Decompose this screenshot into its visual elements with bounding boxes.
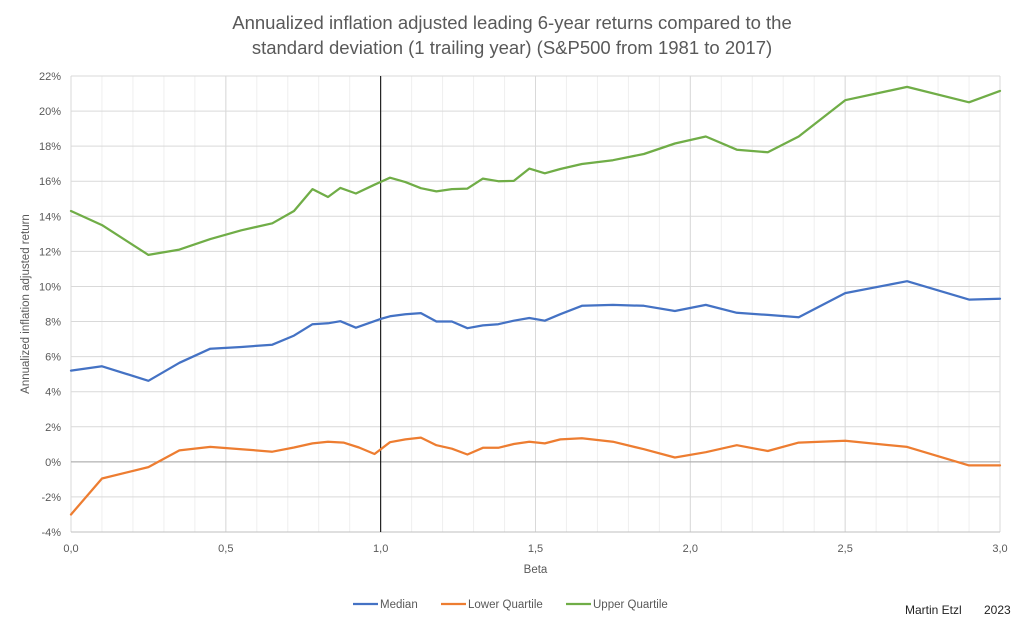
x-tick-label: 1,0 [373, 543, 388, 555]
y-axis-title: Annualized inflation adjusted return [20, 214, 32, 394]
x-tick-label: 1,5 [528, 543, 543, 555]
x-tick-label: 2,0 [683, 543, 698, 555]
y-tick-label: 16% [39, 176, 61, 188]
x-axis-title: Beta [524, 564, 548, 576]
y-tick-label: 4% [45, 387, 61, 399]
y-tick-label: 6% [45, 352, 61, 364]
y-tick-label: 22% [39, 71, 61, 83]
y-tick-label: 2% [45, 422, 61, 434]
y-tick-label: 8% [45, 317, 61, 329]
y-tick-label: 18% [39, 141, 61, 153]
chart-title-line: standard deviation (1 trailing year) (S&… [252, 37, 772, 58]
x-tick-label: 2,5 [838, 543, 853, 555]
y-tick-label: -4% [41, 527, 61, 539]
year-credit: 2023 [984, 603, 1011, 617]
y-tick-label: 14% [39, 211, 61, 223]
y-tick-label: 10% [39, 281, 61, 293]
x-tick-label: 3,0 [992, 543, 1007, 555]
series-line-upper-quartile [69, 85, 1002, 257]
grid-lines [70, 75, 1001, 533]
series-lines [69, 85, 1002, 516]
axes [71, 76, 1000, 533]
legend-label-upper-quartile: Upper Quartile [593, 599, 668, 611]
y-tick-label: 12% [39, 246, 61, 258]
legend-label-median: Median [380, 599, 418, 611]
y-tick-label: 20% [39, 106, 61, 118]
chart-title: Annualized inflation adjusted leading 6-… [232, 12, 791, 58]
tick-labels: -4% -2% 0% 2% 4% 6% 8% 10% 12% 14% 16% 18% 20% 22% 0,0… [39, 71, 1008, 555]
x-tick-label: 0,0 [63, 543, 78, 555]
x-tick-label: 0,5 [218, 543, 233, 555]
legend-label-lower-quartile: Lower Quartile [468, 599, 543, 611]
series-line-lower-quartile [69, 436, 1002, 516]
y-tick-label: -2% [41, 492, 61, 504]
series-line-median [69, 280, 1002, 382]
y-tick-label: 0% [45, 457, 61, 469]
author-credit: Martin Etzl [905, 603, 962, 617]
legend: Median Lower Quartile Upper Quartile [353, 599, 668, 611]
chart-title-line: Annualized inflation adjusted leading 6-… [232, 12, 791, 33]
